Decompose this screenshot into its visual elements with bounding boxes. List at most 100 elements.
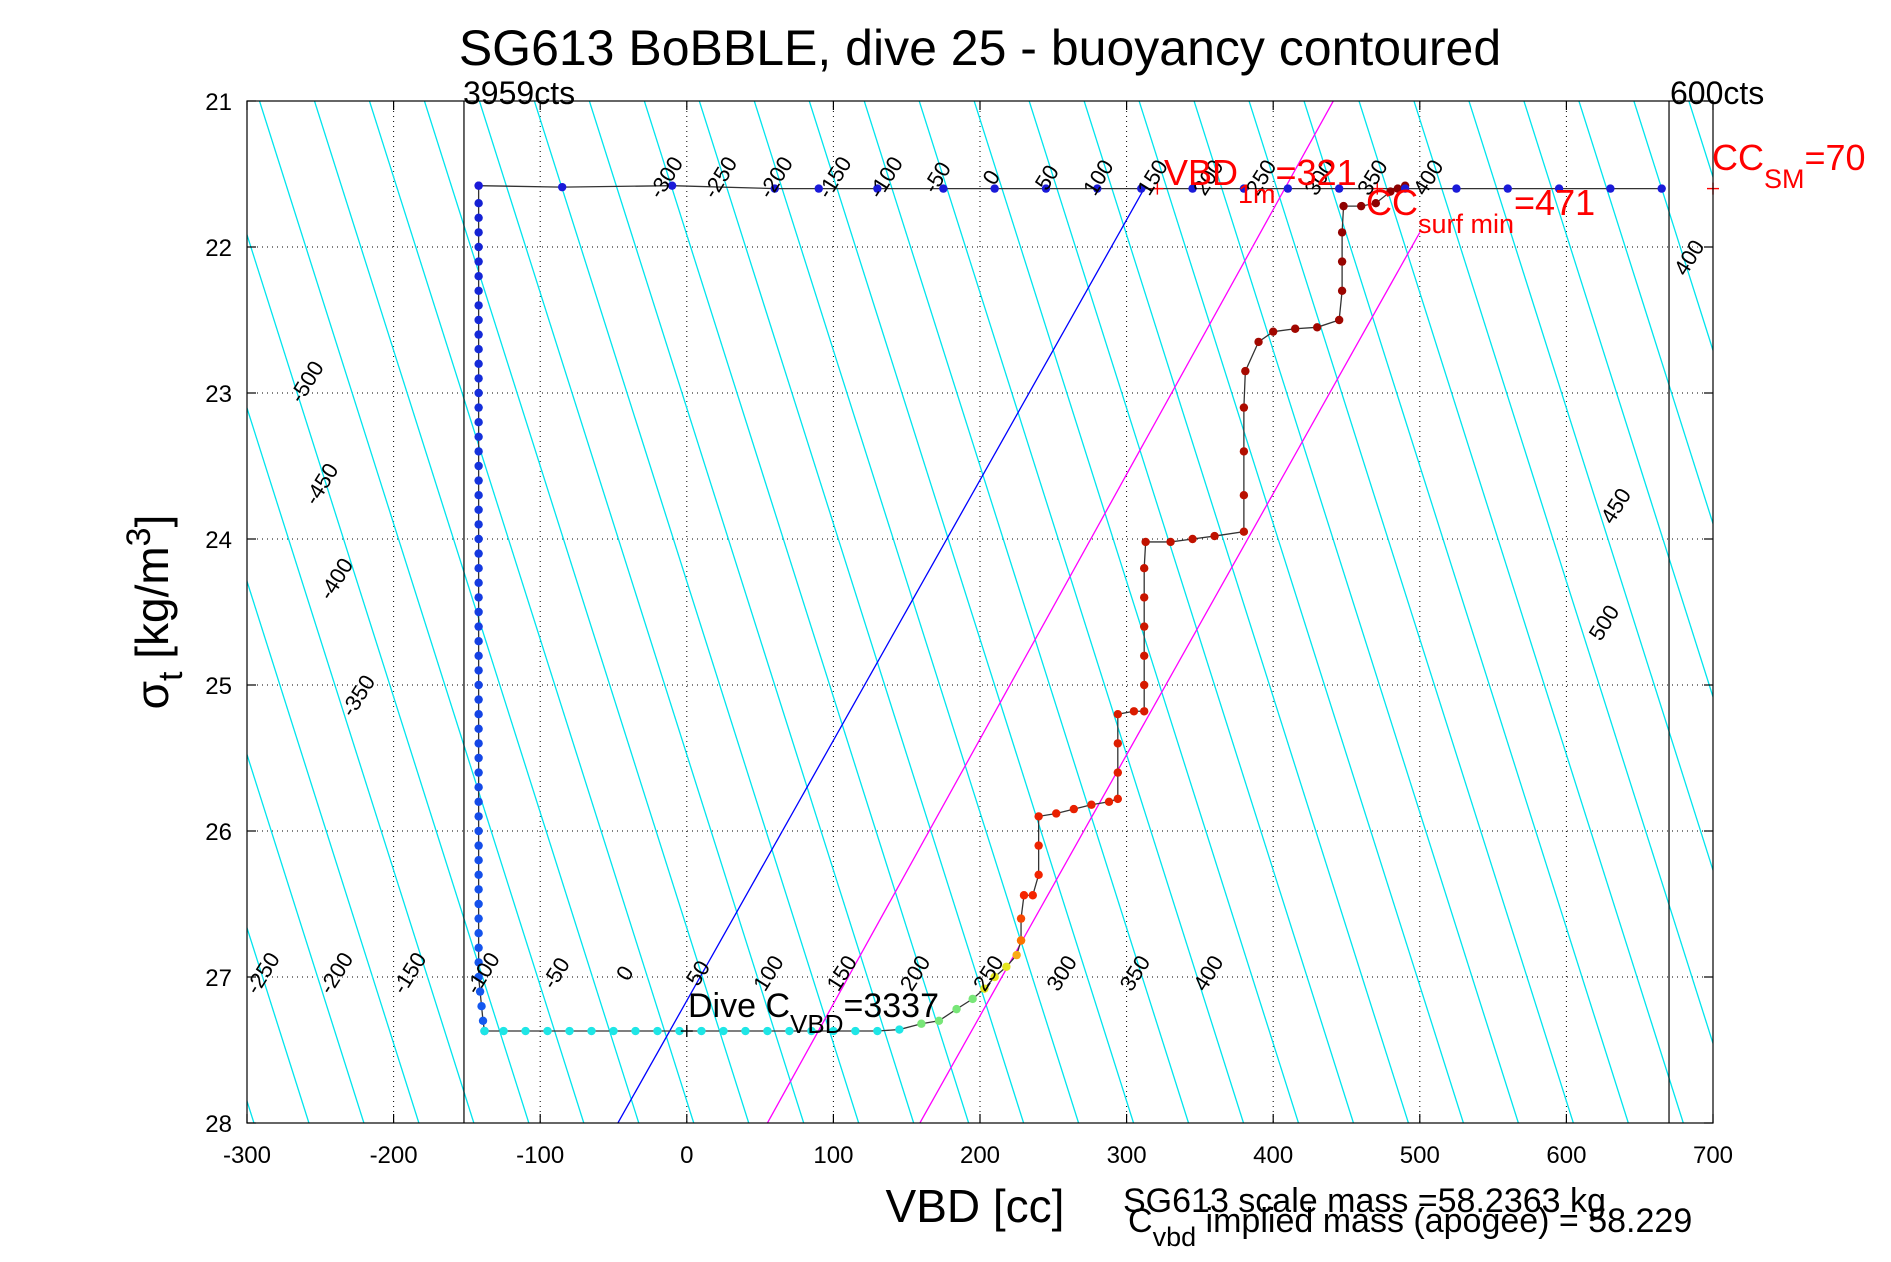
surface-data-point <box>1283 184 1293 193</box>
dive-c-sub: VBD <box>790 1009 843 1039</box>
descent-data-point <box>474 885 483 894</box>
buoyancy-contour-line <box>973 101 1300 1123</box>
ascent-data-point <box>1312 323 1322 332</box>
buoyancy-contour-line <box>368 101 695 1123</box>
descent-data-point <box>474 929 483 938</box>
reference-line <box>919 232 1421 1123</box>
descent-data-point <box>474 359 483 368</box>
vbd-count-limits <box>463 101 1670 1123</box>
descent-data-point <box>474 461 483 471</box>
ascent-data-point <box>1239 447 1249 456</box>
buoyancy-contour-line <box>1193 101 1519 1123</box>
y-tick-label: 23 <box>205 381 232 408</box>
descent-data-point <box>474 505 483 514</box>
surface-data-point <box>557 182 567 192</box>
ascent-data-point <box>1334 315 1344 325</box>
apogee-data-point <box>697 1026 706 1036</box>
ascent-data-point <box>1239 527 1249 536</box>
surface-data-point <box>474 181 483 190</box>
ascent-data-point <box>1337 257 1347 266</box>
surface-data-point <box>1334 184 1344 193</box>
descent-data-point <box>474 345 483 354</box>
y-tick-label: 22 <box>205 235 232 262</box>
ascent-data-point <box>1087 800 1096 809</box>
descent-data-point <box>474 856 483 865</box>
apogee-data-point <box>1012 950 1021 960</box>
ascent-data-point <box>1016 936 1026 945</box>
ascent-data-point <box>1052 809 1061 818</box>
y-tick-label: 27 <box>205 965 232 992</box>
ascent-data-point <box>1239 403 1249 412</box>
descent-data-point <box>474 534 483 544</box>
apogee-data-point <box>829 1026 838 1036</box>
x-tick-label: 200 <box>960 1142 1000 1169</box>
descent-data-point <box>474 768 483 777</box>
ascent-data-point <box>1371 199 1381 208</box>
surface-data-point <box>1657 184 1666 193</box>
descent-data-point <box>474 564 483 573</box>
ascent-data-point <box>1139 707 1149 716</box>
ascent-data-point <box>1069 804 1079 814</box>
ascent-data-point <box>1139 564 1149 573</box>
descent-data-point <box>474 943 483 952</box>
buoyancy-contour-line <box>863 101 1190 1123</box>
ascent-data-point <box>1356 201 1366 211</box>
surface-data-point <box>1606 184 1615 193</box>
apogee-data-point <box>587 1026 596 1036</box>
buoyancy-contour-line <box>1578 101 1713 526</box>
apogee-data-point <box>653 1026 662 1036</box>
axis-ticks: -300 -200 -100 0 100 200 300 400 500 600 700 21 22 23… <box>205 89 1733 1169</box>
surface-data-point <box>770 184 779 193</box>
x-tick-label: 100 <box>813 1142 853 1169</box>
apogee-data-point <box>741 1026 750 1036</box>
apogee-data-point <box>763 1026 772 1036</box>
x-axis-label: VBD [cc] <box>886 1180 1065 1232</box>
buoyancy-contours <box>247 101 1713 1123</box>
descent-data-point <box>474 242 483 252</box>
descent-data-point <box>474 403 483 412</box>
descent-data-point <box>474 826 483 836</box>
descent-data-point <box>474 578 483 587</box>
x-tick-label: 400 <box>1253 1142 1293 1169</box>
apogee-data-point <box>807 1026 816 1036</box>
buoyancy-contour-line <box>478 101 805 1123</box>
y-label-unit: [kg/m <box>126 546 178 671</box>
ascent-data-point <box>1239 491 1249 500</box>
buoyancy-contour-line <box>247 579 420 1123</box>
y-label-sigma: σ <box>126 681 178 709</box>
y-tick-label: 26 <box>205 819 232 846</box>
descent-data-point <box>474 870 483 879</box>
cc-sm-value: =70 <box>1805 137 1866 178</box>
cc-surf-main: CC <box>1366 182 1418 223</box>
ascent-data-point <box>1028 891 1037 900</box>
apogee-data-point <box>609 1026 618 1036</box>
descent-data-point <box>474 666 483 675</box>
descent-data-point <box>474 622 483 631</box>
apogee-data-point <box>521 1026 530 1036</box>
x-tick-label: -200 <box>370 1142 418 1169</box>
descent-data-point <box>474 286 483 295</box>
implied-mass-footer: Cvbd implied mass (apogee) = 58.229 <box>1128 1202 1692 1252</box>
x-tick-label: -100 <box>516 1142 564 1169</box>
descent-data-point <box>474 753 483 763</box>
ascent-data-point <box>1141 537 1150 547</box>
surface-data-point <box>1554 184 1564 193</box>
ascent-data-point <box>1337 228 1347 237</box>
apogee-data-point <box>873 1026 882 1036</box>
x-tick-label: 0 <box>680 1142 693 1169</box>
descent-data-point <box>474 272 483 281</box>
cc-surf-sub: surf min <box>1418 209 1514 239</box>
ascent-data-point <box>1254 337 1263 347</box>
descent-data-point <box>474 739 483 748</box>
apogee-data-point <box>565 1026 574 1036</box>
descent-data-point <box>474 812 483 821</box>
implied-sub: vbd <box>1153 1222 1197 1252</box>
reference-lines <box>617 101 1421 1123</box>
ascent-data-point <box>1113 768 1123 777</box>
ascent-data-point <box>1393 184 1403 193</box>
plot-area: -300 -250 -200 -150 -100 -50 0 50 100 150 200 250 30… <box>205 89 1733 1169</box>
descent-data-point <box>474 199 483 208</box>
descent-data-point <box>478 1016 488 1025</box>
dive-c-main: Dive C <box>688 987 790 1025</box>
apogee-data-point <box>980 984 989 993</box>
